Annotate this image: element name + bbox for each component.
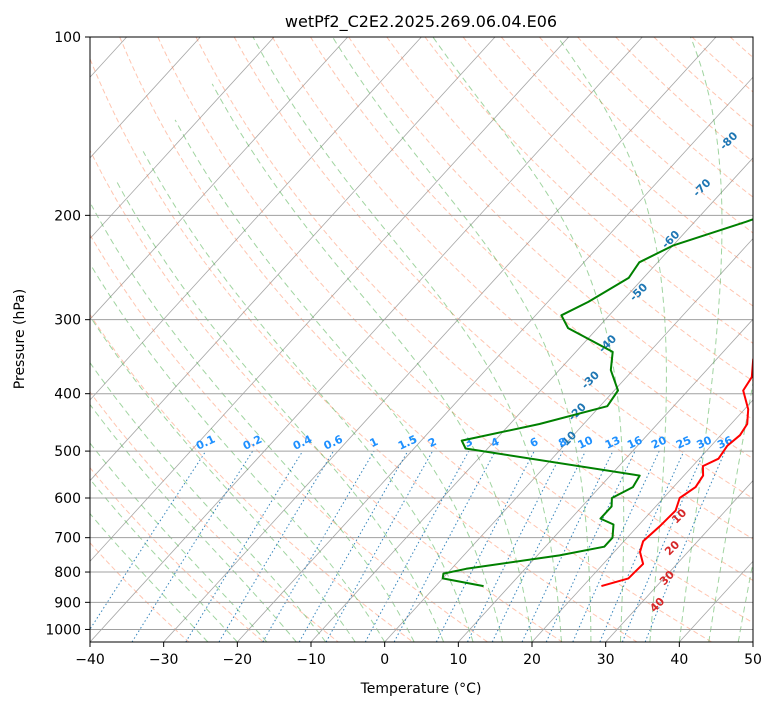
dry-adiabat-line [577,37,753,198]
isotherm-line [90,37,643,642]
moist-adiabat-line [174,119,503,642]
mixing-ratio-line [644,450,726,642]
moist-adiabat-line [115,179,445,642]
y-axis: 100 200 300 400 500 600 700 800 900 1000 [45,30,90,638]
y-tick-label: 100 [54,30,81,46]
pressure-gridlines [90,37,753,630]
dry-adiabat-line [233,37,753,540]
moist-adiabat-line [90,204,415,642]
mixing-ratio-line [185,450,304,642]
isotherm-line [605,480,753,642]
isotherm-line [90,37,201,159]
isotherm-line [163,37,717,642]
moist-adiabat-line [252,37,562,642]
mixing-ratio-line [325,450,434,642]
mixing-ratio-label: 10 [576,433,596,451]
moist-adiabat-line [332,37,592,642]
x-tick-label: 30 [597,652,615,668]
dry-adiabat-line [90,466,264,642]
moist-adiabat-line [708,380,753,642]
x-tick-label: 0 [380,652,389,668]
moist-adiabat-line [90,315,356,642]
x-axis-label: Temperature (°C) [360,681,482,697]
y-tick-label: 400 [54,387,81,403]
moist-adiabat-line [90,262,386,642]
background-lines [90,37,753,642]
isotherm-line [90,37,496,482]
isotherm-line [531,399,753,642]
isotherm-line [310,157,753,642]
y-tick-label: 800 [54,565,81,581]
mixing-ratio-label: 16 [625,433,645,451]
y-tick-label: 1000 [45,622,81,638]
moist-adiabat-line [90,403,297,642]
isotherm-line [384,237,753,642]
dewpoint-profile-line [441,218,753,588]
moist-adiabat-line [90,361,327,642]
isotherm-line [90,37,348,320]
x-tick-label: −40 [75,652,105,668]
isotherm-line [90,37,569,562]
dry-adiabat-line [195,37,753,582]
y-tick-label: 500 [54,444,81,460]
isotherm-line [90,37,275,240]
dry-adiabat-line [157,37,753,624]
x-tick-label: 20 [523,652,541,668]
mixing-ratio-line [364,450,470,642]
y-tick-label: 600 [54,491,81,507]
moist-adiabat-line [737,559,753,642]
mixing-ratio-label: 25 [674,434,693,452]
chart-title: wetPf2_C2E2.2025.269.06.04.E06 [285,12,557,32]
x-tick-label: −20 [223,652,253,668]
mixing-ratio-line [599,450,685,642]
moist-adiabat-line [90,442,268,642]
y-tick-label: 200 [54,208,81,224]
x-tick-label: 10 [449,652,467,668]
mixing-ratio-line [572,450,660,642]
moist-adiabat-line [90,512,209,642]
x-tick-label: −30 [149,652,179,668]
moist-adiabat-line [678,37,723,642]
dry-adiabat-line [90,391,339,642]
isotherm-line [458,318,753,642]
x-tick-label: −10 [296,652,326,668]
mixing-ratio-line [467,450,564,642]
y-axis-label: Pressure (hPa) [12,289,28,389]
isotherm-line [237,76,753,642]
y-tick-label: 900 [54,595,81,611]
temperature-profile-line [601,357,753,588]
moist-adiabat-line [211,83,533,642]
plot-frame [89,36,754,643]
dry-adiabat-line [90,57,638,642]
dry-adiabat-line [119,37,712,642]
dry-adiabat-line [386,37,753,382]
dry-adiabat-line [424,37,753,344]
moist-adiabat-line [557,37,667,642]
mixing-ratio-label: 30 [695,433,715,451]
y-tick-label: 300 [54,313,81,329]
y-tick-label: 700 [54,531,81,547]
mixing-ratio-label: 20 [649,433,669,451]
profile-series [441,218,753,588]
dry-adiabat-line [615,37,753,163]
dry-adiabat-line [500,37,753,270]
x-tick-label: 40 [670,652,688,668]
isotherm-line [90,37,422,401]
moist-adiabat-line [432,37,625,642]
x-axis: −40 −30 −20 −10 0 10 20 30 40 50 [75,642,762,668]
mixing-ratio-label: 13 [603,434,622,452]
mixing-ratio-line [131,450,254,642]
mixing-ratio-label: 36 [715,433,735,451]
dry-adiabat-line [271,37,753,500]
x-tick-label: 50 [744,652,762,668]
moist-adiabat-line [90,478,238,642]
mixing-ratio-line [90,450,207,631]
mixing-ratio-line [393,450,496,642]
